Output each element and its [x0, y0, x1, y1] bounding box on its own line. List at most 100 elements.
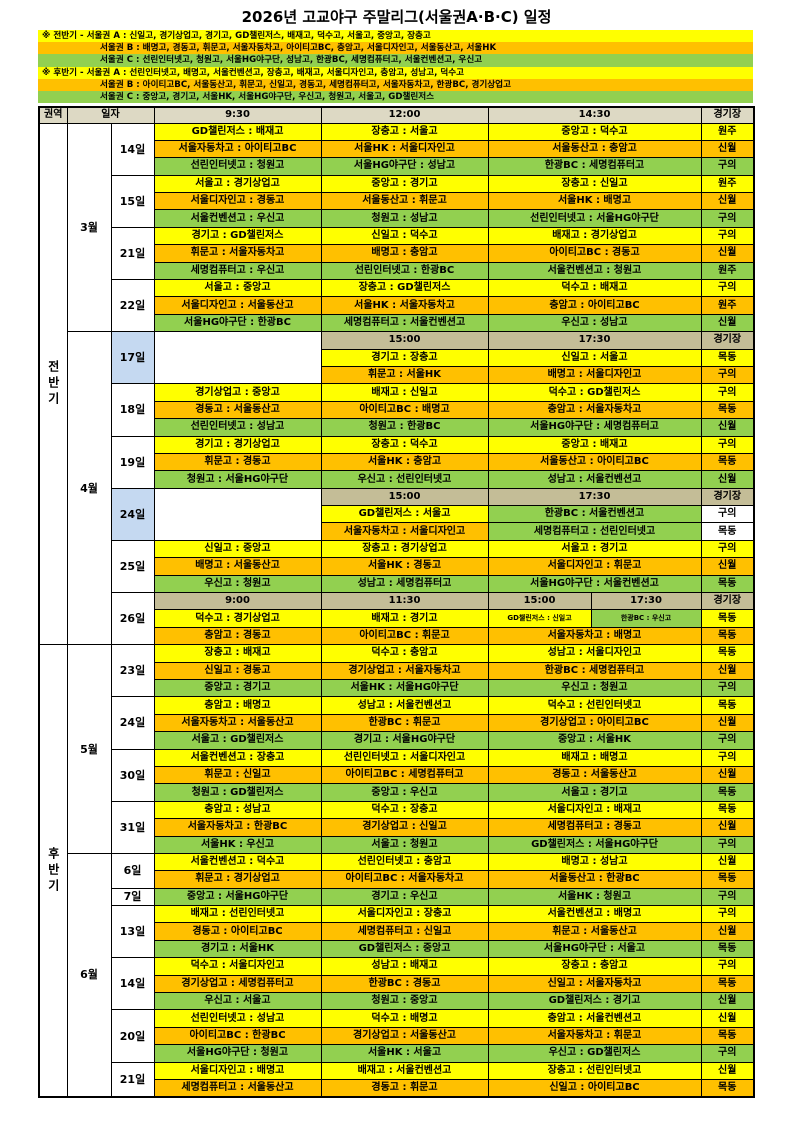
- game-cell: 선린인터넷고 : 충암고: [320, 852, 489, 872]
- venue-cell: 목동: [700, 400, 755, 420]
- game-cell: 경기고 : 장충고: [320, 348, 489, 367]
- game-cell: 서울동산고 : 한광BC: [487, 870, 702, 889]
- game-row: 중앙고 : 경기고 서울HK : 서울HG야구단 우신고 : 청원고 구의: [39, 678, 755, 698]
- game-cell: 서울자동차고 : 아이티고BC: [153, 139, 322, 159]
- venue-cell: 구의: [700, 731, 755, 750]
- game-cell: 배명고 : 서울동산고: [153, 557, 322, 576]
- venue-cell: 목동: [700, 870, 755, 889]
- venue-cell: 신월: [700, 470, 755, 489]
- venue-cell: 구의: [700, 435, 755, 454]
- game-cell: 서울동산고 : 아이티고BC: [487, 452, 702, 472]
- game-cell: 경동고 : 서울동산고: [153, 400, 322, 420]
- game-cell: 서울고 : GD챌린저스: [153, 731, 322, 750]
- venue-cell: 목동: [700, 348, 755, 367]
- game-row: 21일 경기고 : GD챌린저스 신일고 : 덕수고 배재고 : 경기상업고 구의: [39, 226, 755, 281]
- game-cell: 청원고 : GD챌린저스: [153, 783, 322, 802]
- month-label: 3월: [66, 122, 112, 333]
- game-cell: GD챌린저스 : 중앙고: [320, 939, 489, 959]
- venue-cell: 목동: [700, 1078, 755, 1098]
- game-row: 서울HK : 우신고 서울고 : 청원고 GD챌린저스 : 서울HG야구단 구의: [39, 835, 755, 854]
- game-cell: 장충고 : 경기상업고: [320, 539, 489, 559]
- game-cell: 서울디자인고 : 장충고: [320, 905, 489, 924]
- game-row: 선린인터넷고 : 청원고 서울HG야구단 : 성남고 한광BC : 세명컴퓨터고 구의: [39, 157, 755, 176]
- game-cell: 충암고 : 경동고: [153, 626, 322, 646]
- venue-cell: 신월: [700, 1009, 755, 1028]
- venue-cell: 신월: [700, 922, 755, 941]
- note-line: ※ 전반기 - 서울권 A : 신일고, 경기상업고, 경기고, GD챌린저스,…: [38, 30, 753, 43]
- game-row: 19일 경기고 : 경기상업고 장충고 : 덕수고 중앙고 : 배재고 구의: [39, 435, 755, 489]
- game-cell: 세명컴퓨터고 : 서울컨벤션고: [320, 313, 489, 333]
- game-cell: 경기상업고 : 아이티고BC: [487, 713, 702, 733]
- day-label: 24일: [110, 696, 155, 750]
- day-label: 14일: [110, 957, 155, 1011]
- game-cell: 경동고 : 아이티고BC: [153, 922, 322, 941]
- venue-cell: 구의: [700, 209, 755, 228]
- game-row: 경기상업고 : 세명컴퓨터고 한광BC : 경동고 신일고 : 서울자동차고 목동: [39, 974, 755, 994]
- venue-cell: 신월: [700, 139, 755, 159]
- game-cell: 한광BC : 우신고: [590, 609, 702, 628]
- game-row: 6월 6일 서울컨벤션고 : 덕수고 선린인터넷고 : 충암고 배명고 : 성남고 신월: [39, 852, 755, 1098]
- game-cell: 신일고 : 경동고: [153, 661, 322, 681]
- game-cell: GD챌린저스 : 신일고: [487, 609, 592, 628]
- venue-cell: 목동: [700, 800, 755, 820]
- game-cell: GD챌린저스 : 배재고: [153, 122, 322, 141]
- game-cell: 성남고 : 서울디자인고: [487, 644, 702, 663]
- game-cell: 덕수고 : 선린인터넷고: [487, 696, 702, 715]
- venue-cell: 구의: [700, 1044, 755, 1063]
- game-cell: GD챌린저스 : 경기고: [487, 992, 702, 1011]
- game-row: 30일 서울컨벤션고 : 장충고 선린인터넷고 : 서울디자인고 배재고 : 배명고 구…: [39, 748, 755, 802]
- venue-cell: 목동: [700, 939, 755, 959]
- game-cell: 배재고 : 서울컨벤션고: [320, 1061, 489, 1080]
- game-cell: 서울자동차고 : 휘문고: [487, 1026, 702, 1046]
- game-cell: 경기상업고 : 세명컴퓨터고: [153, 974, 322, 994]
- game-cell: 휘문고 : 경기상업고: [153, 870, 322, 889]
- day-label: 6일: [110, 852, 155, 889]
- venue-cell: 신월: [700, 992, 755, 1011]
- game-cell: 성남고 : 배재고: [320, 957, 489, 976]
- subheader-row: 4월 17일 15:00 17:30 경기장: [39, 331, 755, 646]
- day-label: 30일: [110, 748, 155, 802]
- venue-cell: 구의: [700, 226, 755, 246]
- game-cell: 덕수고 : 충암고: [320, 644, 489, 663]
- venue-cell: 목동: [700, 609, 755, 628]
- game-cell: 아이티고BC : 한광BC: [153, 1026, 322, 1046]
- game-cell: 한광BC : 서울컨벤션고: [487, 505, 702, 524]
- game-cell: 선린인터넷고 : 서울디자인고: [320, 748, 489, 767]
- game-cell: 서울고 : 청원고: [320, 835, 489, 854]
- venue-cell: 구의: [700, 748, 755, 767]
- game-cell: 서울디자인고 : 배명고: [153, 1061, 322, 1080]
- venue-cell: 구의: [700, 539, 755, 559]
- note-line: 서울권 B : 배명고, 경동고, 휘문고, 서울자동차고, 아이티고BC, 충…: [38, 42, 753, 55]
- venue-cell: 구의: [700, 835, 755, 854]
- venue-header: 경기장: [700, 487, 755, 507]
- game-cell: 서울HK : 충암고: [320, 452, 489, 472]
- time-slot: 17:30: [487, 487, 702, 507]
- day-label: 19일: [110, 435, 155, 489]
- game-cell: 아이티고BC : 배명고: [320, 400, 489, 420]
- game-row: 후반기 5월 23일 장충고 : 배재고 덕수고 : 충암고 성남고 : 서울디자인고 목동: [38, 644, 755, 1098]
- game-cell: 서울HK : 서울HG야구단: [320, 678, 489, 698]
- time-slot: 17:30: [487, 331, 702, 350]
- game-row: 24일 충암고 : 배명고 성남고 : 서울컨벤션고 덕수고 : 선린인터넷고 목동: [39, 696, 755, 750]
- game-cell: 경동고 : 서울동산고: [487, 765, 702, 785]
- venue-cell: 구의: [700, 505, 755, 524]
- game-cell: 아이티고BC : 휘문고: [320, 626, 489, 646]
- time-slot: 15:00: [320, 487, 489, 507]
- header-row: 권역 일자 9:30 12:00 14:30 경기장: [38, 106, 755, 124]
- header-cell: 권역: [38, 106, 68, 124]
- game-cell: 중앙고 : 서울HG야구단: [153, 887, 322, 907]
- game-cell: 휘문고 : 서울자동차고: [153, 244, 322, 263]
- game-cell: 서울자동차고 : 서울디자인고: [320, 522, 489, 541]
- game-cell: 배명고 : 성남고: [487, 852, 702, 872]
- venue-cell: 신월: [700, 418, 755, 437]
- venue-cell: 목동: [700, 1026, 755, 1046]
- half-label: 전반기: [38, 122, 68, 646]
- venue-header: 경기장: [700, 331, 755, 350]
- header-cell: 9:30: [153, 106, 322, 124]
- game-cell: 경동고 : 휘문고: [320, 1078, 489, 1098]
- game-cell: 서울HK : 배명고: [487, 192, 702, 211]
- game-cell: 우신고 : 선린인터넷고: [320, 470, 489, 489]
- game-cell: 서울컨벤션고 : 덕수고: [153, 852, 322, 872]
- game-cell: 덕수고 : 장충고: [320, 800, 489, 820]
- venue-cell: 신월: [700, 244, 755, 263]
